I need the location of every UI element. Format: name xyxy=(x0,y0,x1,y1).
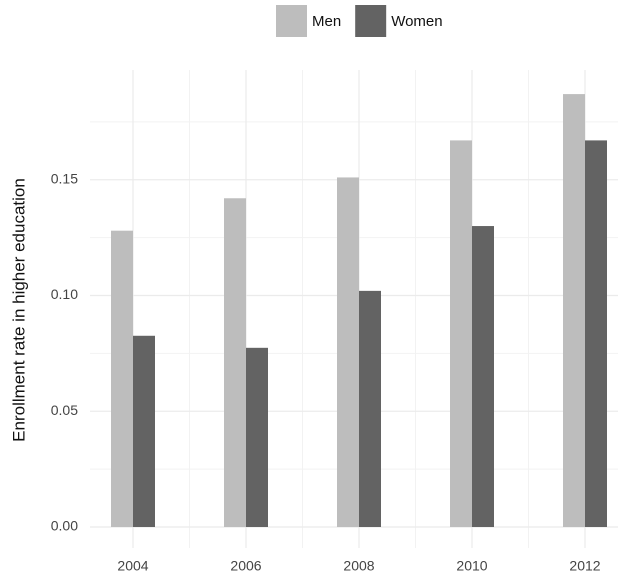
y-tick-label: 0.15 xyxy=(51,170,78,186)
bar xyxy=(585,140,607,527)
legend-label: Women xyxy=(391,13,442,30)
bar xyxy=(337,177,359,527)
bar xyxy=(111,230,133,527)
y-tick-label: 0.10 xyxy=(51,286,78,302)
legend-swatch xyxy=(276,5,307,37)
y-tick-label: 0.00 xyxy=(51,518,78,534)
bar xyxy=(563,94,585,527)
bar xyxy=(133,335,155,527)
x-tick-label: 2012 xyxy=(569,558,600,574)
legend-label: Men xyxy=(312,13,341,30)
bar xyxy=(450,140,472,527)
bar xyxy=(246,347,268,527)
x-tick-label: 2004 xyxy=(117,558,148,574)
y-axis-title: Enrollment rate in higher education xyxy=(9,178,28,442)
legend-swatch xyxy=(355,5,387,37)
x-tick-label: 2008 xyxy=(343,558,374,574)
y-tick-label: 0.05 xyxy=(51,402,78,418)
x-tick-label: 2010 xyxy=(456,558,487,574)
bar xyxy=(359,290,381,527)
bar xyxy=(224,198,246,527)
x-tick-label: 2006 xyxy=(230,558,261,574)
bar xyxy=(472,226,494,528)
